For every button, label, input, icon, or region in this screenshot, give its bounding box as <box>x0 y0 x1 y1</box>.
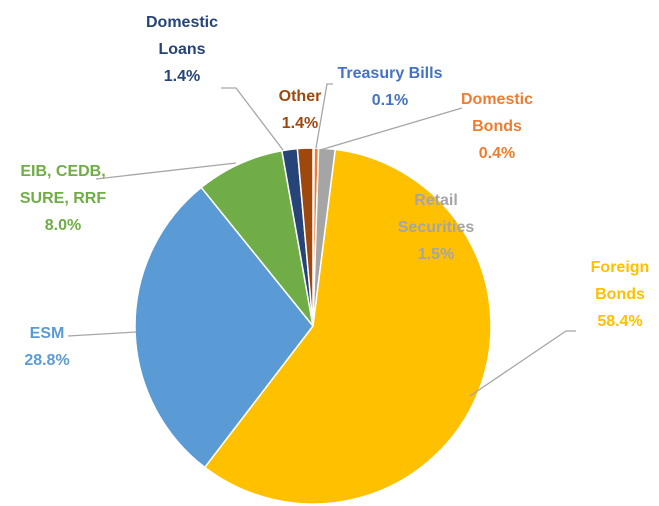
category-label: Domestic Loans <box>145 14 219 58</box>
category-label: Foreign Bonds <box>590 259 650 303</box>
category-label: EIB, CEDB, SURE, RRF <box>19 163 107 207</box>
category-label: Other <box>278 88 322 105</box>
slice-label: EIB, CEDB, SURE, RRF 8.0% <box>2 158 124 239</box>
slices <box>134 147 492 505</box>
slice-label: ESM 28.8% <box>7 320 87 374</box>
leader-line <box>319 107 463 151</box>
value-label: 1.4% <box>281 115 319 132</box>
slice-label: Other 1.4% <box>265 83 335 137</box>
slice-label: Domestic Bonds 0.4% <box>447 86 547 167</box>
slice-label: Foreign Bonds 58.4% <box>578 254 659 335</box>
category-label: ESM <box>29 325 65 342</box>
leader-line <box>95 162 237 180</box>
value-label: 1.5% <box>417 246 455 263</box>
pie-slice <box>134 186 314 469</box>
category-label: Treasury Bills <box>337 65 443 82</box>
pie-slice <box>296 147 314 327</box>
value-label: 1.4% <box>163 68 201 85</box>
slice-label: Domestic Loans 1.4% <box>137 9 227 90</box>
value-label: 58.4% <box>597 313 643 330</box>
category-label: Retail Securities <box>397 192 475 236</box>
pie-slice <box>203 148 492 505</box>
category-label: Domestic Bonds <box>460 91 534 135</box>
value-label: 0.4% <box>478 145 516 162</box>
leader-line <box>469 330 576 397</box>
value-label: 28.8% <box>24 352 70 369</box>
leader-line <box>221 87 284 151</box>
leader-line <box>315 83 333 149</box>
slice-label: Retail Securities 1.5% <box>381 187 491 268</box>
value-label: 8.0% <box>44 217 82 234</box>
value-label: 0.1% <box>371 92 409 109</box>
leader-line <box>67 331 137 337</box>
slice-label: Treasury Bills 0.1% <box>320 60 460 114</box>
pie-slice <box>200 149 314 327</box>
